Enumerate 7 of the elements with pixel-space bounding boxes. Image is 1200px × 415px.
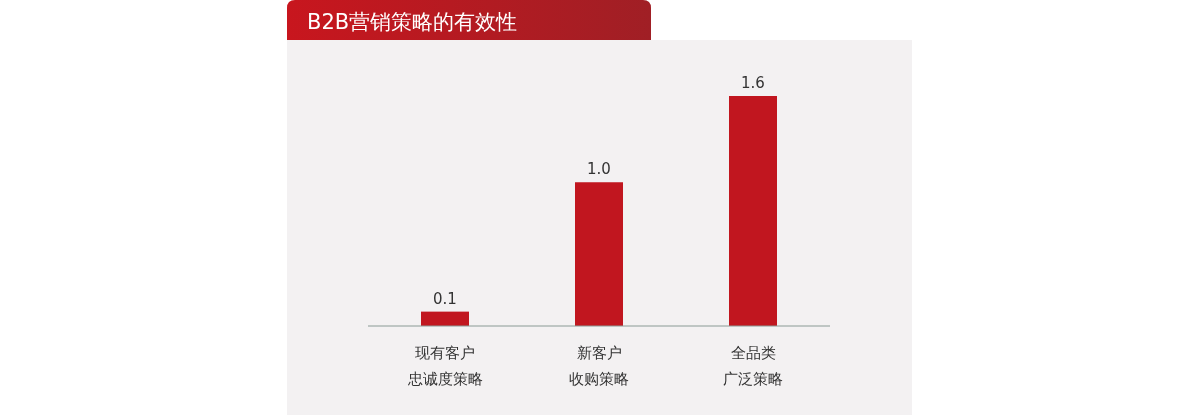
data-label: 1.0 [587,160,611,179]
data-label: 1.6 [741,74,765,92]
x-tick-label: 新客户收购策略 [569,344,629,388]
data-label: 0.1 [433,289,457,308]
x-tick-label: 现有客户忠诚度策略 [406,344,483,388]
chart-title: B2B营销策略的有效性 [307,10,518,34]
x-tick-label: 全品类广泛策略 [723,344,783,388]
